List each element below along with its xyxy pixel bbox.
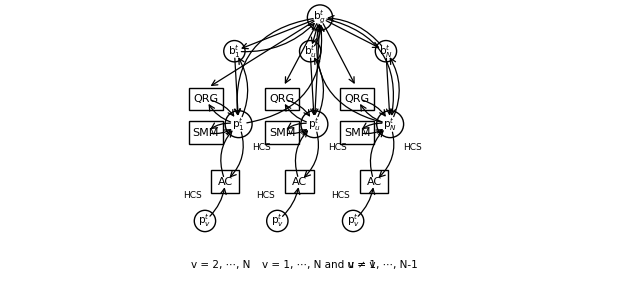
Circle shape: [342, 210, 364, 232]
Text: p$_N^t$: p$_N^t$: [383, 116, 397, 133]
Text: SMM: SMM: [193, 127, 219, 138]
FancyBboxPatch shape: [266, 121, 299, 144]
Text: v = 1, ⋯, N-1: v = 1, ⋯, N-1: [348, 260, 418, 270]
FancyBboxPatch shape: [340, 88, 374, 110]
Circle shape: [225, 111, 252, 138]
FancyBboxPatch shape: [360, 170, 388, 193]
FancyBboxPatch shape: [189, 88, 223, 110]
Text: AC: AC: [367, 177, 381, 187]
Text: b$_1^t$: b$_1^t$: [228, 43, 241, 60]
Text: SMM: SMM: [269, 127, 295, 138]
Text: HCS: HCS: [332, 191, 350, 200]
Text: p$_u^t$: p$_u^t$: [308, 116, 321, 133]
Text: SMM: SMM: [344, 127, 371, 138]
Text: HCS: HCS: [184, 191, 202, 200]
Text: HCS: HCS: [252, 143, 271, 152]
FancyBboxPatch shape: [266, 88, 299, 110]
FancyBboxPatch shape: [211, 170, 239, 193]
Circle shape: [307, 5, 333, 30]
FancyBboxPatch shape: [189, 121, 223, 144]
Circle shape: [267, 210, 288, 232]
Text: p$_v^t$: p$_v^t$: [347, 213, 360, 229]
Text: p$_v^t$: p$_v^t$: [271, 213, 284, 229]
Circle shape: [301, 111, 328, 138]
Text: p$_1^t$: p$_1^t$: [232, 116, 245, 133]
Text: b$_N^t$: b$_N^t$: [379, 43, 393, 60]
Text: QRG: QRG: [193, 94, 218, 104]
Text: QRG: QRG: [345, 94, 370, 104]
Text: HCS: HCS: [256, 191, 275, 200]
Text: AC: AC: [218, 177, 233, 187]
FancyBboxPatch shape: [340, 121, 374, 144]
Circle shape: [300, 41, 321, 62]
Text: HCS: HCS: [404, 143, 422, 152]
Circle shape: [195, 210, 216, 232]
Text: QRG: QRG: [269, 94, 294, 104]
Text: HCS: HCS: [328, 143, 347, 152]
Text: p$_v^t$: p$_v^t$: [198, 213, 211, 229]
Text: b$_u^t$: b$_u^t$: [304, 43, 317, 60]
Circle shape: [224, 41, 245, 62]
Circle shape: [377, 111, 404, 138]
Text: AC: AC: [292, 177, 307, 187]
Text: v = 2, ⋯, N: v = 2, ⋯, N: [191, 260, 250, 270]
Text: b$_g^t$: b$_g^t$: [314, 9, 326, 26]
Circle shape: [375, 41, 397, 62]
FancyBboxPatch shape: [285, 170, 314, 193]
Text: v = 1, ⋯, N and u ≠ v: v = 1, ⋯, N and u ≠ v: [262, 260, 376, 270]
